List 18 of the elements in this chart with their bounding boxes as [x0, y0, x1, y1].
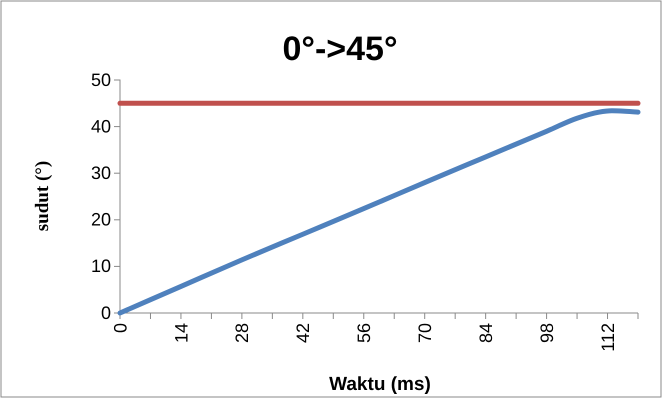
y-tick-label: 20: [90, 210, 111, 230]
y-tick-label: 0: [100, 302, 111, 323]
chart-title: 0°->45°: [282, 30, 398, 68]
x-tick-label: 112: [598, 323, 618, 352]
x-tick-label: 14: [171, 323, 192, 344]
x-axis-title: Waktu (ms): [329, 374, 431, 395]
x-tick-label: 28: [232, 323, 252, 344]
x-tick-label: 98: [536, 323, 557, 344]
y-tick-label: 50: [90, 70, 111, 90]
y-tick-label: 40: [90, 116, 111, 136]
x-tick-label: 70: [415, 323, 436, 344]
x-tick-label: 42: [293, 323, 314, 344]
y-axis-title: sudut (°): [32, 160, 53, 232]
y-tick-label: 30: [90, 162, 111, 183]
x-tick-label: 56: [354, 323, 374, 344]
x-tick-label: 84: [476, 323, 496, 344]
x-tick-label: 0: [110, 323, 130, 334]
y-tick-label: 10: [90, 256, 111, 276]
